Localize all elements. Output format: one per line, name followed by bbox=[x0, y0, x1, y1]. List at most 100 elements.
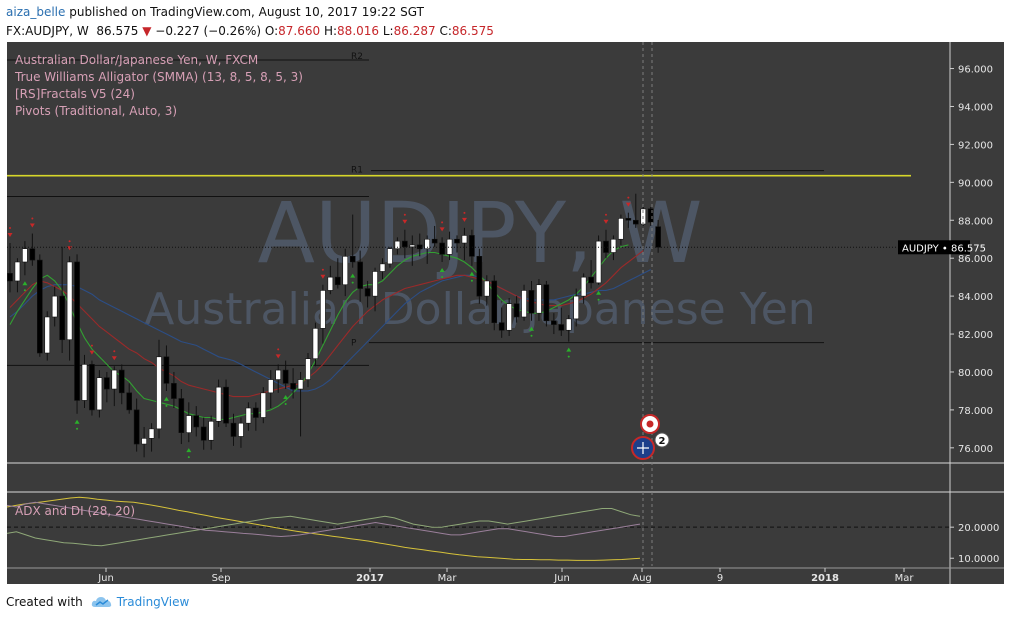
fractal-up-marker bbox=[275, 354, 281, 359]
candle-body bbox=[148, 428, 155, 439]
fractal-down-dot bbox=[470, 279, 473, 282]
candle-body bbox=[632, 219, 639, 225]
fractal-up-dot bbox=[68, 240, 71, 243]
fractal-up-marker bbox=[461, 217, 467, 222]
high-value: 88.016 bbox=[337, 24, 380, 38]
candle-body bbox=[565, 318, 572, 331]
fractal-up-marker bbox=[603, 219, 609, 224]
study-title: [RS]Fractals V5 (24) bbox=[15, 87, 135, 101]
last-price: 86.575 bbox=[96, 24, 139, 38]
candle-body bbox=[208, 420, 214, 441]
candle-body bbox=[610, 238, 617, 253]
candle-body bbox=[491, 280, 498, 323]
candle-body bbox=[267, 379, 274, 394]
fractal-up-marker bbox=[320, 274, 326, 279]
cloud-icon bbox=[91, 597, 111, 607]
candle-body bbox=[118, 369, 125, 394]
candle-body bbox=[7, 273, 13, 282]
candle-body bbox=[59, 295, 65, 341]
author-link[interactable]: aiza_belle bbox=[6, 5, 66, 19]
fractal-down-marker bbox=[22, 281, 28, 286]
fractal-up-dot bbox=[277, 348, 280, 351]
fractal-up-dot bbox=[463, 211, 466, 214]
candle-body bbox=[22, 248, 28, 263]
event-count-badge bbox=[654, 432, 670, 448]
x-tick-label: Mar bbox=[438, 573, 458, 584]
candle-body bbox=[44, 316, 51, 354]
candle-body bbox=[200, 426, 207, 441]
last-price-label: AUDJPY • 86.575 bbox=[902, 243, 986, 254]
candle-body bbox=[89, 364, 95, 411]
candle-body bbox=[454, 238, 460, 244]
y-tick-label: 96.000 bbox=[958, 65, 993, 76]
x-tick-label: 2018 bbox=[811, 573, 839, 584]
fractal-down-marker bbox=[74, 419, 80, 424]
candle-body bbox=[245, 407, 252, 424]
candle-body bbox=[446, 238, 453, 255]
candle-body bbox=[133, 409, 140, 445]
candle-body bbox=[357, 261, 363, 289]
candle-body bbox=[558, 324, 565, 331]
candle-body bbox=[156, 356, 162, 430]
symbol-name: FX:AUDJPY, W bbox=[6, 24, 89, 38]
fractal-up-dot bbox=[441, 221, 444, 224]
candle-body bbox=[528, 290, 535, 314]
pivot-label-p: P bbox=[351, 339, 357, 349]
adx-series-line bbox=[6, 508, 641, 547]
published-text: published on TradingView.com, August 10,… bbox=[69, 5, 424, 19]
candle-body bbox=[625, 218, 632, 221]
candle-body bbox=[402, 240, 408, 248]
event-count-text: 2 bbox=[659, 436, 666, 447]
candle-body bbox=[551, 320, 557, 325]
fractal-up-dot bbox=[113, 350, 116, 353]
fractal-down-dot bbox=[23, 289, 26, 292]
candle-body bbox=[595, 240, 602, 284]
candle-body bbox=[379, 263, 386, 272]
candle-body bbox=[297, 379, 304, 390]
event-flag-cross bbox=[637, 442, 649, 454]
y-tick-label: 94.000 bbox=[958, 102, 993, 113]
candle-body bbox=[536, 284, 542, 314]
y-tick-label: 92.000 bbox=[958, 140, 993, 151]
candle-body bbox=[387, 248, 393, 265]
x-tick-label: Jun bbox=[97, 573, 114, 584]
fractal-down-dot bbox=[76, 427, 79, 430]
change-arrow-icon: ▼ bbox=[142, 24, 152, 38]
candle-body bbox=[223, 386, 229, 424]
candle-body bbox=[141, 438, 147, 445]
low-value: 86.287 bbox=[393, 24, 436, 38]
fractal-up-marker bbox=[625, 202, 631, 207]
fractal-up-marker bbox=[439, 227, 445, 232]
candle-body bbox=[327, 276, 334, 291]
last-price-label-box bbox=[898, 240, 970, 255]
candle-body bbox=[14, 261, 21, 282]
fractal-down-marker bbox=[283, 395, 289, 400]
fractal-down-dot bbox=[597, 298, 600, 301]
x-tick-label: 2017 bbox=[356, 573, 384, 584]
chart-area[interactable]: 76.000 78.000 80.000 82.000 84.000 86.000 88.0… bbox=[0, 42, 1011, 590]
candle-body bbox=[275, 369, 282, 380]
candle-body bbox=[342, 255, 349, 286]
y-tick-label: 84.000 bbox=[958, 292, 993, 303]
candle-body bbox=[655, 226, 661, 248]
fractal-up-dot bbox=[321, 268, 324, 271]
close-label: C: bbox=[439, 24, 452, 38]
tradingview-brand: TradingView bbox=[116, 595, 190, 609]
fractal-down-dot bbox=[530, 334, 533, 337]
fractal-up-dot bbox=[605, 213, 607, 216]
fractal-down-marker bbox=[529, 326, 534, 331]
y-tick-label: 88.000 bbox=[958, 216, 993, 227]
candle-body bbox=[394, 240, 401, 250]
header: aiza_belle published on TradingView.com,… bbox=[6, 3, 494, 41]
tradingview-link[interactable]: TradingView bbox=[91, 595, 190, 609]
fractal-up-dot bbox=[9, 227, 11, 230]
candle-body bbox=[96, 377, 103, 411]
candle-body bbox=[29, 248, 36, 261]
candle-body bbox=[476, 255, 483, 297]
adx-y-tick-label: 20.0000 bbox=[958, 523, 999, 534]
x-tick-label: Sep bbox=[212, 573, 231, 584]
fractal-up-dot bbox=[627, 196, 630, 199]
fractal-up-marker bbox=[402, 219, 408, 224]
y-tick-label: 90.000 bbox=[958, 178, 993, 189]
candle-body bbox=[521, 290, 527, 318]
